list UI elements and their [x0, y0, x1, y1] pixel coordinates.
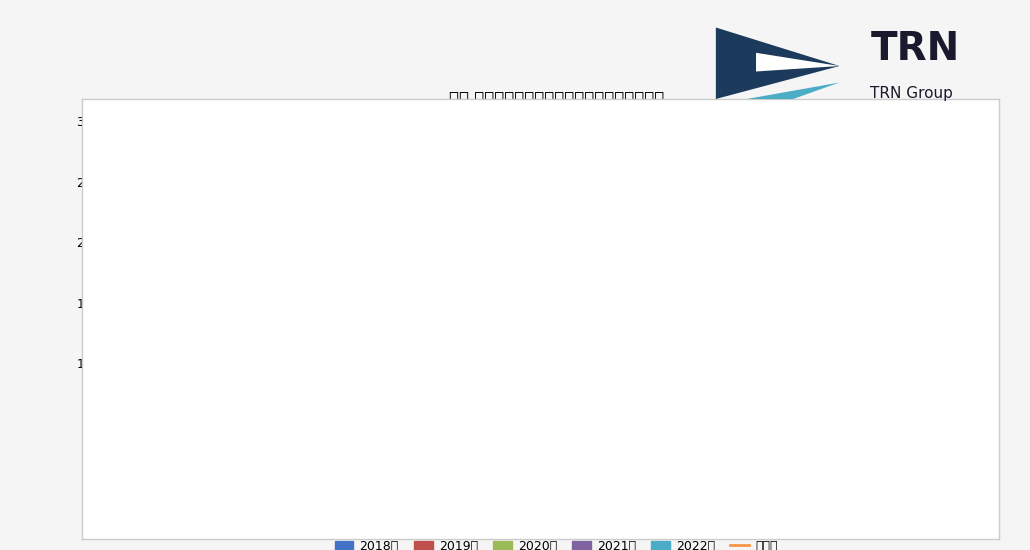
Bar: [716, 343, 728, 484]
Bar: [574, 448, 587, 484]
Bar: [702, 334, 716, 484]
Bar: [282, 293, 296, 484]
Bar: [371, 204, 384, 484]
Bar: [778, 427, 791, 484]
Bar: [512, 369, 525, 484]
Bar: [880, 426, 893, 484]
Bar: [296, 220, 308, 484]
Bar: [587, 272, 600, 484]
平均値: [398, 246, 410, 252]
Bar: [600, 363, 614, 484]
平均値: [906, 410, 919, 417]
Bar: [167, 315, 180, 484]
Bar: [804, 370, 817, 484]
Bar: [321, 344, 335, 484]
Polygon shape: [716, 28, 839, 99]
平均値: [194, 345, 206, 352]
Bar: [269, 321, 282, 484]
Line: 平均値: 平均値: [200, 249, 913, 414]
Bar: [893, 402, 905, 484]
Text: TRN: TRN: [870, 30, 960, 69]
Bar: [689, 357, 702, 484]
平均値: [296, 303, 308, 310]
Bar: [817, 386, 830, 484]
Bar: [207, 299, 219, 484]
Bar: [423, 160, 437, 484]
Bar: [384, 273, 397, 484]
Bar: [472, 182, 485, 484]
Bar: [919, 442, 932, 484]
Bar: [308, 329, 321, 484]
平均値: [600, 344, 613, 350]
Bar: [499, 385, 512, 484]
Text: TRN Group: TRN Group: [870, 86, 953, 101]
Bar: [410, 300, 423, 484]
Bar: [614, 345, 627, 484]
Bar: [830, 412, 844, 484]
Bar: [932, 411, 946, 484]
Bar: [728, 411, 742, 484]
平均値: [500, 320, 512, 326]
Title: 年別 出店から退店に至るまでの期間とその割合: 年別 出店から退店に至るまでの期間とその割合: [449, 90, 663, 108]
Bar: [525, 343, 539, 484]
Polygon shape: [747, 82, 839, 99]
Bar: [397, 311, 410, 484]
Bar: [791, 421, 804, 484]
平均値: [702, 356, 715, 362]
平均値: [804, 400, 817, 406]
Bar: [627, 306, 641, 484]
Bar: [905, 414, 919, 484]
Bar: [219, 379, 233, 484]
Legend: 2018年, 2019年, 2020年, 2021年, 2022年, 平均値: 2018年, 2019年, 2020年, 2021年, 2022年, 平均値: [330, 535, 783, 550]
Bar: [194, 371, 207, 484]
Bar: [485, 339, 499, 484]
Bar: [180, 380, 194, 484]
Bar: [676, 355, 689, 484]
Polygon shape: [756, 53, 839, 72]
